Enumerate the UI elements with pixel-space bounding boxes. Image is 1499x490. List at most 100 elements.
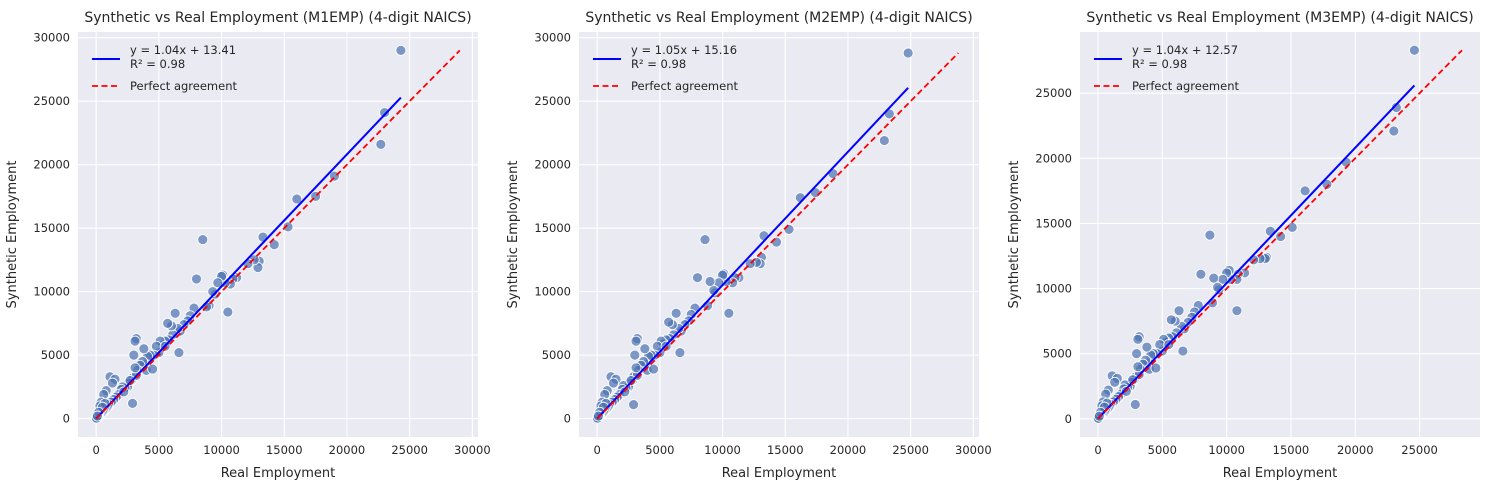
y-tick-label: 15000 xyxy=(33,221,70,235)
x-tick-label: 10000 xyxy=(1208,443,1245,457)
data-point xyxy=(648,363,660,375)
data-point xyxy=(608,377,619,389)
data-point xyxy=(723,307,735,319)
data-point xyxy=(692,272,703,284)
y-tick-label: 10000 xyxy=(1035,282,1072,296)
legend-perfect-label: Perfect agreement xyxy=(1132,79,1239,93)
data-point xyxy=(1177,345,1189,357)
data-point xyxy=(379,107,390,119)
y-tick-label: 30000 xyxy=(534,31,571,45)
data-point xyxy=(1195,268,1207,280)
x-tick-label: 25000 xyxy=(892,443,929,457)
x-tick-label: 5000 xyxy=(1148,443,1177,457)
chart-title: Synthetic vs Real Employment (M1EMP) (4-… xyxy=(84,10,471,26)
y-tick-label: 5000 xyxy=(1043,347,1072,361)
data-point xyxy=(1150,362,1162,374)
legend-perfect-label: Perfect agreement xyxy=(631,79,738,93)
data-point xyxy=(1129,399,1141,410)
data-point xyxy=(1120,386,1132,397)
data-point xyxy=(212,277,224,289)
y-axis-label: Synthetic Employment xyxy=(1007,161,1022,309)
data-point xyxy=(127,397,138,409)
legend-fit-label: y = 1.04x + 13.41 xyxy=(130,43,236,57)
data-point xyxy=(1286,221,1298,233)
fit-line xyxy=(95,96,402,420)
data-point xyxy=(1231,305,1243,317)
legend-fit-label: y = 1.04x + 12.57 xyxy=(1132,43,1238,57)
perfect-agreement-line xyxy=(1097,49,1463,420)
data-point xyxy=(1131,348,1142,360)
data-point xyxy=(191,273,202,285)
y-tick-label: 10000 xyxy=(534,285,571,299)
data-point xyxy=(1173,305,1185,317)
y-tick-label: 20000 xyxy=(534,158,571,172)
y-tick-label: 5000 xyxy=(41,348,70,362)
data-point xyxy=(282,221,294,233)
data-point xyxy=(629,349,641,361)
data-point xyxy=(169,307,181,319)
fit-line xyxy=(596,87,909,420)
data-point xyxy=(1165,314,1177,326)
data-point xyxy=(1388,125,1400,137)
data-point xyxy=(129,362,141,374)
y-tick-label: 25000 xyxy=(534,94,571,108)
data-point xyxy=(1208,272,1220,284)
data-point xyxy=(699,234,711,245)
data-point xyxy=(138,343,150,355)
data-point xyxy=(674,347,686,358)
legend-r2-label: R² = 0.98 xyxy=(130,57,185,71)
y-tick-label: 0 xyxy=(1065,412,1072,426)
x-tick-label: 30000 xyxy=(955,443,992,457)
data-point xyxy=(395,45,407,56)
y-tick-label: 15000 xyxy=(534,221,571,235)
fit-line xyxy=(1097,84,1416,420)
x-axis-label: Real Employment xyxy=(722,466,837,481)
data-point xyxy=(173,347,185,358)
data-point xyxy=(1132,361,1144,373)
data-point xyxy=(783,224,795,235)
data-point xyxy=(630,335,642,347)
x-tick-label: 0 xyxy=(93,443,100,457)
data-point xyxy=(630,362,642,374)
y-tick-label: 20000 xyxy=(33,158,70,172)
data-point xyxy=(902,47,914,59)
perfect-agreement-line xyxy=(596,52,959,420)
y-axis-label: Synthetic Employment xyxy=(5,161,20,309)
legend-fit-label: y = 1.05x + 15.16 xyxy=(631,43,737,57)
data-point xyxy=(107,377,118,389)
perfect-agreement-line xyxy=(95,49,461,420)
y-tick-label: 5000 xyxy=(542,348,571,362)
data-point xyxy=(222,306,234,318)
y-tick-label: 0 xyxy=(63,412,70,426)
x-tick-label: 15000 xyxy=(266,443,303,457)
x-tick-label: 20000 xyxy=(1337,443,1374,457)
data-point xyxy=(670,307,682,319)
y-tick-label: 15000 xyxy=(1035,216,1072,230)
data-point xyxy=(663,316,675,328)
plot-data xyxy=(91,45,461,424)
data-point xyxy=(1299,185,1311,197)
data-point xyxy=(704,276,716,287)
chart-panel-3: 0 5000 10000 15000 20000 25000 0 5000 10000 15000… xyxy=(1007,10,1480,481)
data-point xyxy=(1275,231,1287,242)
x-tick-label: 25000 xyxy=(391,443,428,457)
data-point xyxy=(1141,341,1153,353)
chart-title: Synthetic vs Real Employment (M3EMP) (4-… xyxy=(1086,10,1473,26)
x-tick-label: 5000 xyxy=(144,443,173,457)
data-point xyxy=(1212,281,1224,293)
data-point xyxy=(628,399,639,411)
data-point xyxy=(771,236,782,248)
data-point xyxy=(1248,254,1260,266)
legend-perfect-label: Perfect agreement xyxy=(130,79,237,93)
data-point xyxy=(1132,333,1144,345)
x-tick-label: 15000 xyxy=(767,443,804,457)
x-tick-label: 20000 xyxy=(830,443,867,457)
x-tick-label: 5000 xyxy=(645,443,674,457)
x-tick-label: 0 xyxy=(1094,443,1101,457)
x-tick-label: 10000 xyxy=(704,443,741,457)
y-tick-label: 25000 xyxy=(33,94,70,108)
